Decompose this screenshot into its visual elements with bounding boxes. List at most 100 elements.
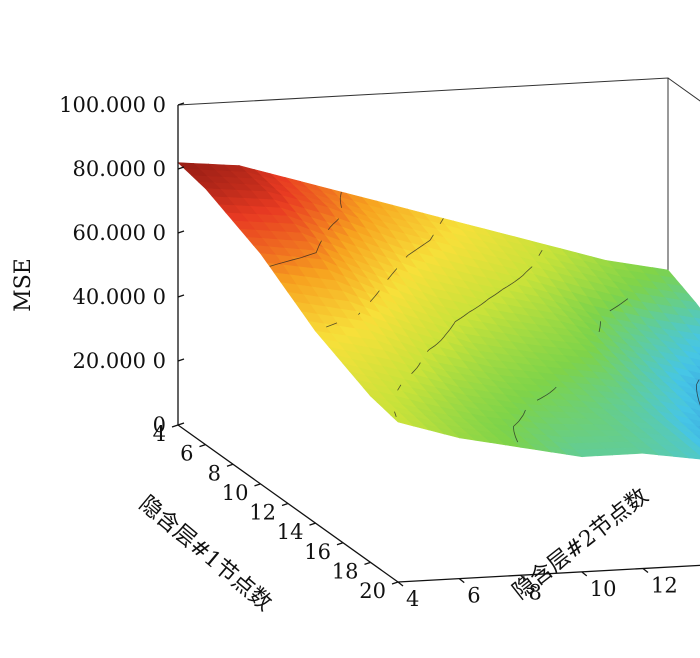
- z-tick-label: 80.000 0: [72, 157, 166, 181]
- x-tick-mark: [391, 581, 399, 585]
- y-tick-mark: [520, 574, 526, 580]
- x-tick-mark: [171, 424, 179, 428]
- contour-segment: [618, 304, 621, 306]
- contour-segment: [358, 312, 361, 315]
- contour-segment: [477, 304, 482, 307]
- contour-segment: [391, 270, 396, 275]
- x-tick-label: 18: [332, 559, 359, 583]
- contour-segment: [609, 309, 612, 312]
- contour-segment: [453, 321, 456, 324]
- contour-segment: [394, 411, 397, 417]
- contour-segment: [536, 398, 541, 401]
- contour-segment: [327, 226, 331, 230]
- y-axis-title: 隐含层#2节点数: [508, 484, 653, 605]
- contour-segment: [421, 243, 425, 247]
- contour-segment: [695, 381, 699, 386]
- contour-segment: [336, 218, 340, 221]
- contour-segment: [460, 315, 465, 319]
- contour-segment: [525, 268, 530, 273]
- y-tick-label: 4: [406, 587, 419, 611]
- z-axis-title: MSE: [11, 258, 36, 312]
- contour-segment: [619, 299, 628, 305]
- contour-segment: [472, 306, 479, 311]
- contour-segment: [331, 322, 338, 326]
- contour-segment: [697, 395, 700, 401]
- y-tick-label: 10: [590, 577, 617, 601]
- contour-segment: [439, 220, 443, 225]
- contour-segment: [301, 255, 306, 259]
- contour-segment: [374, 292, 378, 297]
- contour-segment: [276, 262, 282, 265]
- contour-segment: [411, 372, 413, 374]
- contour-segment: [316, 245, 320, 252]
- x-tick-label: 10: [222, 481, 249, 505]
- contour-segment: [697, 379, 700, 383]
- surface-cell: [390, 414, 415, 427]
- contour-segment: [522, 271, 527, 276]
- contour-segment: [494, 292, 498, 296]
- contour-segment: [418, 362, 421, 367]
- z-tick-mark: [177, 422, 185, 426]
- contour-segment: [318, 243, 321, 247]
- contour-segment: [502, 286, 507, 290]
- contour-segment: [468, 309, 473, 313]
- contour-segment: [431, 234, 434, 238]
- x-tick-mark: [254, 483, 261, 487]
- contour-segment: [511, 281, 515, 284]
- z-tick-mark: [177, 166, 185, 170]
- contour-segment: [445, 329, 451, 336]
- contour-segment: [412, 249, 417, 253]
- contour-segment: [540, 250, 543, 254]
- contour-segment: [428, 345, 435, 351]
- z-tick-label: 60.000 0: [72, 221, 166, 245]
- x-tick-label: 8: [208, 461, 221, 485]
- contour-segment: [513, 431, 516, 438]
- x-tick-label: 16: [304, 540, 331, 564]
- y-tick-mark: [458, 578, 465, 584]
- y-tick-mark: [397, 581, 404, 587]
- contour-segment: [449, 323, 455, 330]
- z-tick-mark: [177, 102, 185, 106]
- contour-segment: [610, 305, 619, 311]
- contour-segment: [440, 336, 445, 341]
- contour-segment: [598, 327, 601, 333]
- x-tick-mark: [226, 463, 234, 467]
- contour-segment: [518, 415, 524, 422]
- contour-segment: [415, 245, 422, 251]
- contour-segment: [455, 317, 462, 322]
- contour-segment: [407, 251, 414, 256]
- contour-segment: [441, 218, 444, 222]
- x-tick-label: 4: [153, 422, 166, 446]
- contour-segment: [326, 324, 332, 328]
- contour-segment: [463, 312, 469, 317]
- z-tick-mark: [177, 358, 185, 362]
- y-tick-label: 6: [467, 584, 480, 608]
- contour-segment: [497, 289, 503, 294]
- contour-segment: [369, 300, 372, 302]
- contour-segment: [554, 386, 557, 390]
- z-tick-label: 0: [153, 413, 166, 437]
- z-tick-mark: [177, 230, 185, 234]
- contour-segment: [397, 387, 400, 391]
- x-tick-label: 6: [180, 442, 193, 466]
- contour-segment: [515, 436, 519, 443]
- contour-segment: [538, 252, 541, 256]
- contour-segment: [394, 268, 398, 271]
- contour-segment: [436, 340, 442, 345]
- contour-segment: [626, 298, 629, 300]
- contour-segment: [426, 349, 430, 352]
- x-tick-mark: [309, 522, 316, 526]
- contour-segment: [411, 367, 418, 374]
- contour-segment: [540, 394, 547, 399]
- x-tick-mark: [364, 561, 371, 565]
- contour-segment: [443, 334, 446, 338]
- contour-segment: [424, 239, 431, 245]
- z-axis-ticks: 0 20.000 0 40.000 0 60.000 0 80.000 0 100.000…: [59, 93, 185, 437]
- x-tick-mark: [281, 502, 289, 507]
- y-tick-label: 12: [651, 574, 678, 598]
- x-tick-label: 12: [249, 501, 276, 525]
- contour-segment: [514, 277, 521, 282]
- z-tick-mark: [177, 294, 185, 298]
- contour-segment: [523, 409, 526, 415]
